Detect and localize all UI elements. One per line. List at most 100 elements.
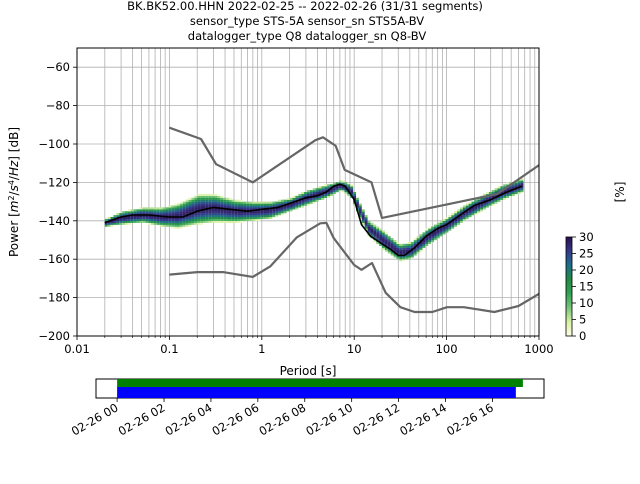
timeline-tick-label: 02-26 12: [350, 400, 402, 438]
heatmap-cell: [156, 207, 160, 210]
heatmap-cell: [234, 205, 238, 208]
heatmap-cell: [283, 199, 287, 202]
heatmap-cell: [249, 213, 253, 216]
heatmap-cell: [197, 203, 201, 206]
heatmap-cell: [275, 203, 279, 206]
heatmap-cell: [272, 213, 276, 216]
heatmap-cell: [436, 228, 440, 231]
heatmap-cell: [384, 238, 388, 241]
heatmap-cell: [396, 243, 400, 246]
heatmap-cell: [179, 216, 183, 220]
heatmap-cell: [312, 197, 316, 200]
heatmap-cell: [465, 213, 469, 216]
heatmap-cell: [185, 222, 189, 225]
heatmap-cell: [413, 249, 417, 252]
heatmap-cell: [483, 205, 486, 208]
heatmap-cell: [127, 211, 131, 214]
colorbar-tick-label: 5: [579, 313, 586, 327]
heatmap-cell: [214, 195, 218, 198]
heatmap-cell: [191, 220, 195, 223]
heatmap-cell: [182, 218, 186, 221]
heatmap-cell: [425, 240, 429, 243]
heatmap-cell: [321, 193, 325, 197]
heatmap-cell: [382, 240, 385, 243]
heatmap-cell: [459, 220, 463, 223]
heatmap-cell: [422, 232, 426, 235]
heatmap-cell: [353, 192, 357, 195]
heatmap-cell: [226, 209, 229, 212]
heatmap-cell: [399, 259, 403, 262]
heatmap-cell: [168, 222, 172, 225]
heatmap-cell: [471, 207, 475, 210]
heatmap-cell: [185, 205, 189, 208]
heatmap-cell: [304, 203, 307, 206]
heatmap-cell: [260, 203, 264, 206]
heatmap-cell: [500, 197, 504, 200]
heatmap-cell: [503, 193, 507, 197]
y-tick-label: −160: [38, 252, 70, 266]
colorbar-gradient: [565, 236, 573, 337]
x-tick-label: 10: [347, 342, 362, 356]
heatmap-cell: [240, 213, 244, 216]
heatmap-cell: [177, 218, 180, 221]
heatmap-cell: [439, 234, 443, 237]
heatmap-cell: [197, 218, 201, 221]
title-line-1: BK.BK52.00.HHN 2022-02-25 -- 2022-02-26 …: [127, 0, 483, 13]
heatmap-cell: [174, 226, 178, 229]
heatmap-cell: [269, 205, 273, 208]
heatmap-cell: [393, 255, 397, 258]
heatmap-cell: [376, 241, 380, 245]
heatmap-cell: [110, 224, 114, 227]
y-axis: −60 −80 −100 −120 −140 −160 −180 −200: [38, 60, 77, 343]
heatmap-cell: [249, 201, 253, 204]
heatmap-cell: [298, 201, 302, 204]
heatmap-cell: [200, 213, 203, 216]
heatmap-cell: [174, 224, 178, 227]
heatmap-cell: [517, 182, 521, 185]
heatmap-cell: [419, 238, 423, 241]
heatmap-cell: [500, 186, 504, 189]
heatmap-cell: [477, 201, 481, 204]
heatmap-cell: [399, 243, 403, 246]
heatmap-cell: [477, 211, 481, 214]
heatmap-cell: [330, 192, 333, 195]
heatmap-cell: [454, 224, 458, 227]
heatmap-cell: [506, 192, 510, 195]
heatmap-cell: [188, 222, 192, 225]
heatmap-cell: [185, 224, 189, 227]
heatmap-cell: [439, 232, 443, 235]
heatmap-cell: [283, 209, 287, 212]
heatmap-cell: [185, 220, 189, 223]
heatmap-cell: [474, 199, 478, 202]
x-axis: 0.01 0.1 1 10 100 1000: [64, 336, 554, 356]
heatmap-cell: [254, 216, 258, 220]
heatmap-cell: [257, 201, 261, 204]
heatmap-cell: [503, 195, 507, 198]
heatmap-cell: [509, 188, 512, 191]
heatmap-cell: [168, 207, 172, 210]
heatmap-cell: [419, 234, 423, 237]
heatmap-cell: [188, 220, 192, 223]
heatmap-cell: [301, 195, 305, 198]
heatmap-cell: [243, 203, 247, 206]
heatmap-cell: [494, 199, 498, 202]
heatmap-cell: [413, 241, 417, 245]
heatmap-cell: [448, 222, 452, 225]
heatmap-cell: [217, 209, 221, 212]
heatmap-cell: [413, 240, 417, 243]
heatmap-cell: [278, 201, 281, 204]
heatmap-cell: [517, 184, 521, 187]
heatmap-cell: [324, 195, 328, 198]
heatmap-cell: [185, 209, 189, 212]
heatmap-cell: [382, 241, 385, 245]
heatmap-cell: [341, 190, 345, 193]
heatmap-cell: [162, 207, 166, 210]
heatmap-cell: [200, 195, 203, 198]
heatmap-cell: [304, 199, 307, 202]
heatmap-cell: [384, 243, 388, 246]
heatmap-cell: [246, 205, 250, 208]
heatmap-cell: [459, 218, 463, 221]
heatmap-cell: [211, 216, 215, 220]
